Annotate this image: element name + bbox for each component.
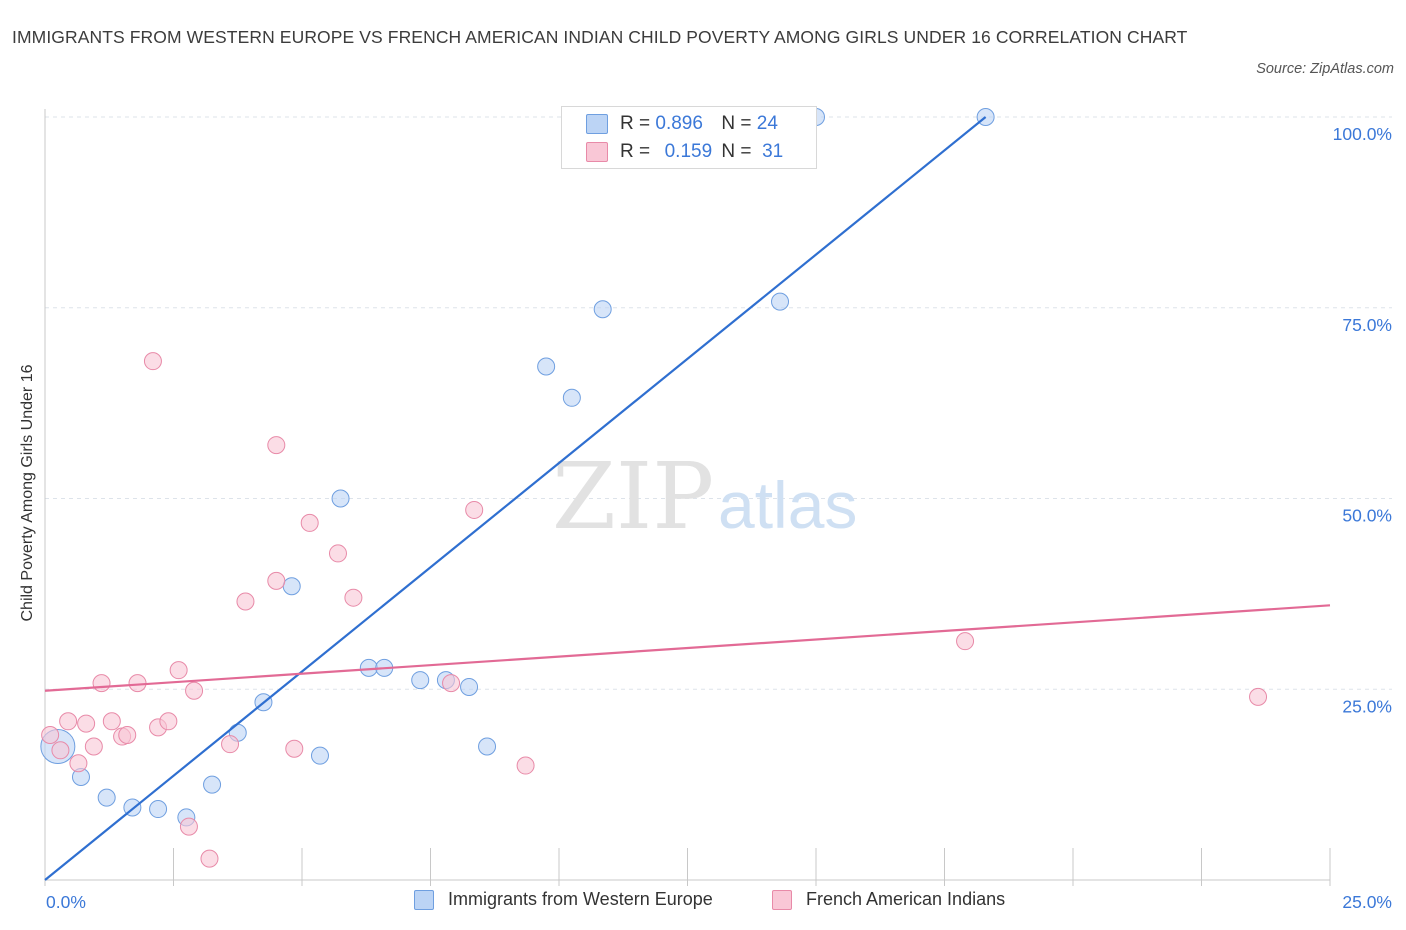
blue-data-point <box>310 746 329 765</box>
pink-data-point <box>185 681 204 700</box>
pink-data-point <box>159 712 178 731</box>
axis-layer <box>44 109 1331 886</box>
pink-data-point <box>516 756 535 775</box>
y-tick-label: 100.0% <box>1333 124 1392 144</box>
pink-data-point <box>118 726 137 745</box>
pink-data-point <box>102 712 121 731</box>
blue-data-point <box>562 388 581 407</box>
pink-data-point <box>69 754 88 773</box>
pink-data-point <box>59 712 78 731</box>
series-name-blue: Immigrants from Western Europe <box>448 889 713 909</box>
trend-layer <box>44 116 1331 881</box>
pink-data-point <box>465 500 484 519</box>
blue-data-point <box>149 800 168 819</box>
legend-row-pink: R = 0.159 N = 31 <box>586 140 783 164</box>
pink-data-point <box>51 741 70 760</box>
pink-data-point <box>84 737 103 756</box>
pink-trend-line <box>44 604 1331 692</box>
blue-data-point <box>331 489 350 508</box>
pink-data-point <box>77 714 96 733</box>
legend-n-value: 31 <box>762 141 784 162</box>
pink-data-point <box>267 436 286 455</box>
pink-data-point <box>92 674 111 693</box>
blue-data-point <box>537 357 556 376</box>
correlation-legend: R = 0.896 N = 24 R = 0.159 N = 31 <box>561 106 817 169</box>
blue-data-point <box>203 775 222 794</box>
legend-r-value: 0.159 <box>664 141 713 162</box>
x-tick-label: 25.0% <box>1342 892 1392 912</box>
watermark: ZIP atlas <box>552 443 857 550</box>
pink-data-point <box>442 674 461 693</box>
blue-trend-line <box>44 116 987 881</box>
pink-data-point <box>344 588 363 607</box>
watermark-zip: ZIP <box>552 443 714 550</box>
pink-data-point <box>200 849 219 868</box>
y-tick-label: 75.0% <box>1342 315 1392 335</box>
blue-data-point <box>593 300 612 319</box>
legend-n-label: N = <box>721 113 752 134</box>
legend-n-value: 24 <box>756 113 778 134</box>
pink-data-point <box>169 661 188 680</box>
pink-data-point <box>328 544 347 563</box>
points-layer <box>40 108 1268 868</box>
legend-r-label: R = <box>620 113 651 134</box>
blue-data-point <box>411 671 430 690</box>
pink-data-point <box>179 817 198 836</box>
pink-data-point <box>1249 687 1268 706</box>
pink-data-point <box>300 513 319 532</box>
pink-data-point <box>285 739 304 758</box>
pink-data-point <box>41 726 60 745</box>
legend-row-blue: R = 0.896 N = 24 <box>586 112 778 136</box>
blue-data-point <box>282 577 301 596</box>
y-tick-label: 50.0% <box>1342 506 1392 526</box>
legend-r-value: 0.896 <box>655 113 703 134</box>
series-name-pink: French American Indians <box>806 889 1006 909</box>
pink-data-point <box>956 632 975 651</box>
series-legend-blue: Immigrants from Western Europe <box>414 889 713 910</box>
chart-title: IMMIGRANTS FROM WESTERN EUROPE VS FRENCH… <box>12 27 1188 47</box>
x-tick-label: 0.0% <box>46 892 86 912</box>
pink-data-point <box>143 352 162 371</box>
blue-data-point <box>460 677 479 696</box>
pink-data-point <box>267 571 286 590</box>
blue-data-point <box>771 292 790 311</box>
pink-data-point <box>236 592 255 611</box>
legend-swatch-pink <box>586 142 608 162</box>
blue-data-point <box>478 737 497 756</box>
series-swatch-blue <box>414 889 434 910</box>
legend-r-label: R = <box>620 141 651 162</box>
legend-swatch-blue <box>586 114 608 134</box>
tick-label-layer: 100.0% 75.0% 50.0% 25.0% 0.0% 25.0% <box>46 124 1392 912</box>
watermark-atlas: atlas <box>718 468 857 542</box>
pink-data-point <box>221 735 240 754</box>
legend-n-label: N = <box>721 141 752 162</box>
y-tick-label: 25.0% <box>1342 696 1392 716</box>
series-swatch-pink <box>772 889 792 910</box>
source-label: Source: ZipAtlas.com <box>1256 61 1394 77</box>
y-axis-label: Child Poverty Among Girls Under 16 <box>19 364 36 622</box>
series-legend-pink: French American Indians <box>772 889 1005 910</box>
blue-data-point <box>97 788 116 807</box>
